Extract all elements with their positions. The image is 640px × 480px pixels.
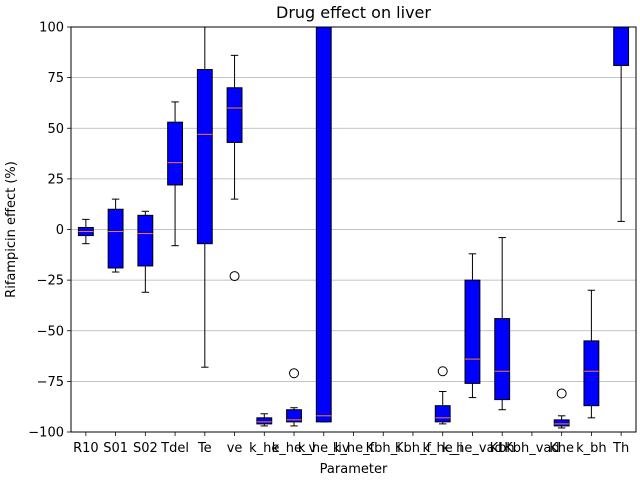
x-tick-label: k_he_v xyxy=(272,441,317,456)
box-k_he xyxy=(256,413,273,427)
x-tick-label: Th xyxy=(612,441,629,456)
outlier-point xyxy=(556,388,567,399)
box-body xyxy=(196,69,213,245)
box-R10 xyxy=(77,218,94,245)
box-body xyxy=(583,340,600,407)
box-body xyxy=(494,318,511,401)
box-series xyxy=(77,27,630,429)
box-body xyxy=(464,279,481,384)
x-tick-label: S01 xyxy=(103,441,128,456)
box-body xyxy=(167,121,184,186)
x-tick-label: Te xyxy=(197,441,212,456)
box-k_he_i xyxy=(434,366,451,425)
x-tick-label: k_he_liv xyxy=(298,441,350,456)
x-tick-label: Tdel xyxy=(160,441,189,456)
x-axis: R10 S01 S02 Tdel Te ve k_hek_he_vk_he_livk_he_… xyxy=(73,432,629,456)
y-axis-title: Rifampicin effect (%) xyxy=(4,161,19,298)
y-tick-label: 50 xyxy=(47,122,64,137)
box-k_he_vad xyxy=(464,253,481,399)
box-body xyxy=(434,405,451,423)
x-tick-label: R10 xyxy=(73,441,99,456)
y-axis: −100 −75 −50 −25 0 25 50 75 100 xyxy=(28,21,71,441)
box-ve xyxy=(226,54,243,282)
y-tick-label: 0 xyxy=(56,223,64,238)
box-Th xyxy=(613,27,630,222)
y-tick-label: −25 xyxy=(37,274,64,289)
y-tick-label: −100 xyxy=(28,426,64,441)
x-tick-label: k_bh xyxy=(576,441,607,456)
box-body xyxy=(286,409,302,423)
box-body xyxy=(137,214,154,267)
x-tick-label: Kbh_f xyxy=(395,441,432,456)
box-Khe xyxy=(553,388,570,429)
box-Tdel xyxy=(167,101,184,247)
x-tick-label: Kbh_i xyxy=(366,441,401,456)
x-tick-label: Kbh xyxy=(490,441,515,456)
outlier-point xyxy=(437,366,448,377)
box-Kbh xyxy=(494,237,511,411)
outlier-point xyxy=(229,271,240,282)
x-tick-label: ve xyxy=(227,441,243,456)
x-axis-title: Parameter xyxy=(320,462,388,477)
x-tick-label: k_he_f xyxy=(333,441,375,456)
box-body xyxy=(256,417,273,425)
box-body xyxy=(553,419,570,427)
y-tick-label: −75 xyxy=(37,375,64,390)
box-k_bh xyxy=(583,289,600,419)
box-body xyxy=(226,87,243,143)
x-tick-label: S02 xyxy=(133,441,158,456)
box-S02 xyxy=(137,210,154,293)
y-tick-label: 25 xyxy=(47,172,64,187)
box-body xyxy=(107,208,124,269)
box-S01 xyxy=(107,198,124,273)
x-tick-label: k_he xyxy=(249,441,279,456)
x-tick-label: Khe xyxy=(549,441,574,456)
box-body xyxy=(613,27,630,66)
y-tick-label: 75 xyxy=(47,71,64,86)
box-k_he_v xyxy=(286,368,302,427)
chart-title: Drug effect on liver xyxy=(276,3,431,22)
box-body xyxy=(315,27,332,423)
x-tick-label: Kbh_vad xyxy=(504,441,559,456)
gridlines xyxy=(71,26,636,433)
x-tick-label: k_he_i xyxy=(423,441,463,456)
y-tick-label: −50 xyxy=(37,324,64,339)
outlier-point xyxy=(289,368,300,379)
box-k_he_liv xyxy=(315,27,332,423)
y-tick-label: 100 xyxy=(39,21,64,36)
x-tick-label: k_he_vad xyxy=(442,441,503,456)
box-Te xyxy=(196,27,213,368)
